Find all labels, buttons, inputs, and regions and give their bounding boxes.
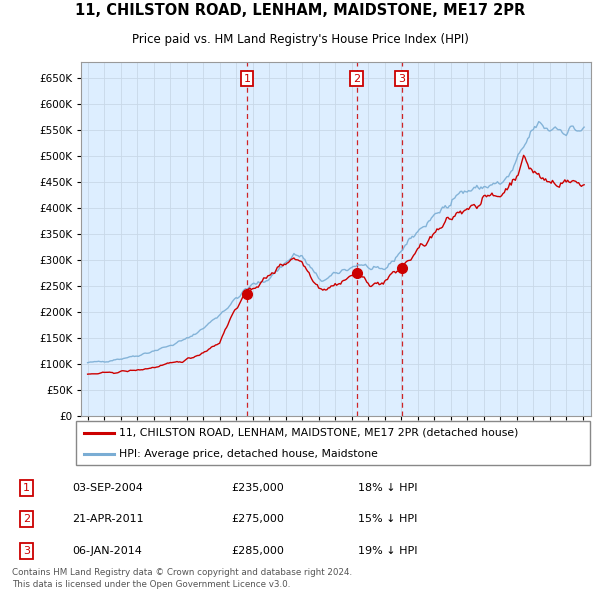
Text: Contains HM Land Registry data © Crown copyright and database right 2024.: Contains HM Land Registry data © Crown c… [12,568,352,577]
Text: £235,000: £235,000 [231,483,284,493]
FancyBboxPatch shape [76,421,590,465]
Text: HPI: Average price, detached house, Maidstone: HPI: Average price, detached house, Maid… [119,448,378,458]
Text: 11, CHILSTON ROAD, LENHAM, MAIDSTONE, ME17 2PR (detached house): 11, CHILSTON ROAD, LENHAM, MAIDSTONE, ME… [119,428,518,438]
Text: 21-APR-2011: 21-APR-2011 [73,514,144,524]
Text: 1: 1 [23,483,30,493]
Text: 3: 3 [23,546,30,556]
Text: 11, CHILSTON ROAD, LENHAM, MAIDSTONE, ME17 2PR: 11, CHILSTON ROAD, LENHAM, MAIDSTONE, ME… [75,3,525,18]
Text: 03-SEP-2004: 03-SEP-2004 [73,483,143,493]
Text: 3: 3 [398,74,405,84]
Text: 2: 2 [23,514,30,524]
Text: 18% ↓ HPI: 18% ↓ HPI [358,483,417,493]
Text: 2: 2 [353,74,360,84]
Text: 19% ↓ HPI: 19% ↓ HPI [358,546,417,556]
Text: £275,000: £275,000 [231,514,284,524]
Text: Price paid vs. HM Land Registry's House Price Index (HPI): Price paid vs. HM Land Registry's House … [131,33,469,47]
Text: £285,000: £285,000 [231,546,284,556]
Text: 06-JAN-2014: 06-JAN-2014 [73,546,142,556]
Text: This data is licensed under the Open Government Licence v3.0.: This data is licensed under the Open Gov… [12,579,290,589]
Text: 15% ↓ HPI: 15% ↓ HPI [358,514,417,524]
Text: 1: 1 [244,74,251,84]
